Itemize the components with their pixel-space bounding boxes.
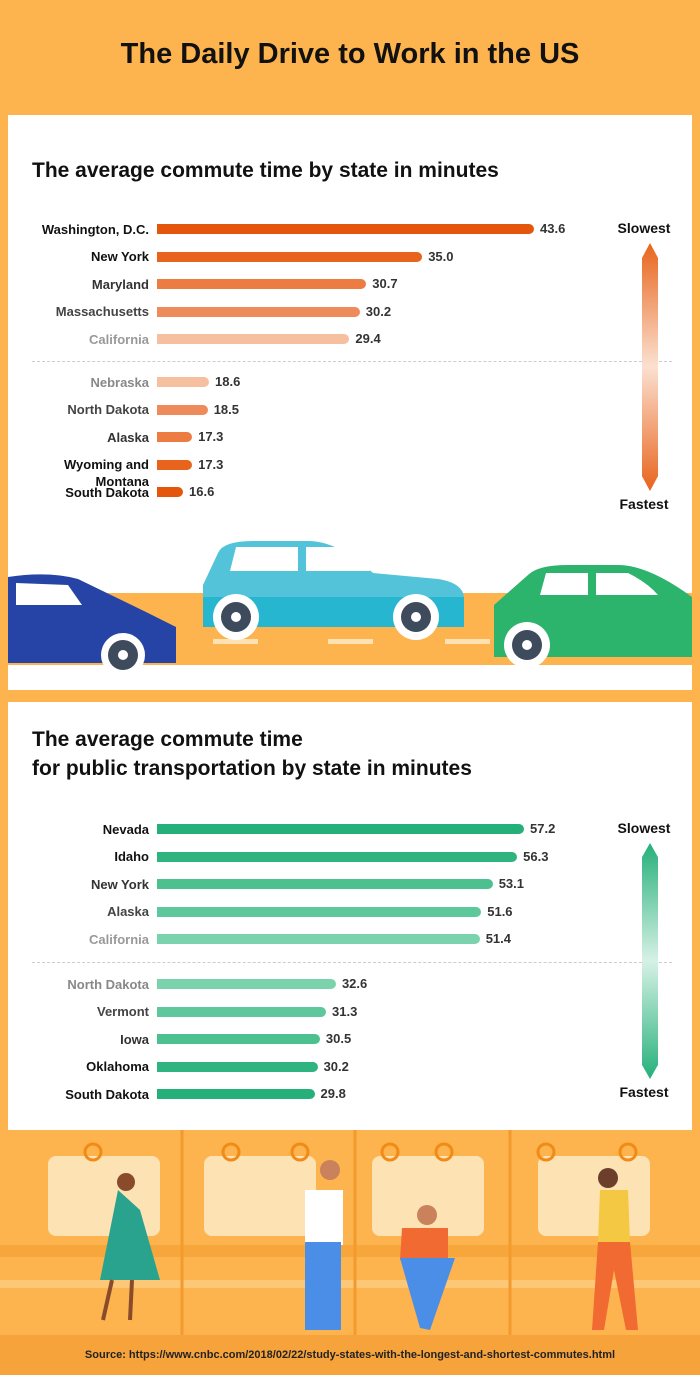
category-label: Idaho (114, 849, 149, 864)
divider (32, 961, 672, 963)
value-label: 17.3 (198, 429, 224, 444)
category-label: Wyoming and Montana (64, 457, 149, 489)
category-label: Maryland (91, 276, 149, 292)
value-label: 30.7 (372, 276, 398, 291)
value-label: 43.6 (540, 221, 566, 236)
value-label: 30.2 (365, 303, 392, 319)
train-illustration (0, 1130, 700, 1375)
value-label: 18.6 (215, 374, 241, 389)
value-label: 51.4 (485, 931, 512, 946)
bar (157, 1006, 326, 1017)
category-label: California (89, 331, 149, 347)
legend-top: Slowest (617, 820, 671, 836)
bar (157, 879, 493, 889)
bar (157, 851, 518, 862)
bar (157, 906, 482, 917)
chart-title: The average commute time by state in min… (32, 159, 499, 182)
bar (157, 487, 183, 497)
bar (157, 1089, 315, 1099)
category-label: New York (90, 876, 149, 892)
bar (157, 377, 209, 387)
main-title: The Daily Drive to Work in the US (120, 38, 580, 70)
value-label: 16.6 (189, 484, 215, 499)
category-label: New York (90, 249, 149, 264)
chart-title: The average commute time (32, 728, 303, 751)
value-label: 29.8 (320, 1086, 346, 1101)
bar (157, 279, 367, 289)
value-label: 29.4 (355, 331, 381, 346)
value-label: 57.2 (530, 821, 556, 836)
value-label: 30.2 (323, 1058, 349, 1074)
category-label: Iowa (120, 1031, 149, 1047)
legend-top: Slowest (617, 220, 671, 236)
value-label: 35.0 (428, 248, 454, 264)
value-label: 56.3 (523, 848, 549, 864)
category-label: Washington, D.C. (41, 221, 149, 237)
bar (157, 934, 480, 944)
bar (157, 824, 525, 834)
legend-scale (642, 843, 658, 1079)
value-label: 18.5 (213, 401, 239, 417)
value-label: 17.3 (198, 456, 224, 472)
divider (32, 360, 672, 362)
category-label: Alaska (107, 904, 149, 919)
bar (157, 979, 336, 989)
legend-bottom: Fastest (619, 1084, 669, 1100)
value-label: 31.3 (332, 1003, 358, 1019)
category-label: Nevada (102, 821, 149, 837)
category-label: South Dakota (65, 1086, 149, 1102)
cars-illustration (8, 541, 692, 677)
category-label: Alaska (107, 429, 149, 445)
category-label: North Dakota (67, 402, 149, 417)
category-label: Oklahoma (86, 1059, 149, 1074)
bar (157, 1034, 320, 1044)
bar (157, 306, 360, 317)
category-label: Massachusetts (55, 304, 149, 319)
value-label: 32.6 (341, 976, 368, 991)
category-label: South Dakota (65, 484, 149, 500)
category-label: California (89, 931, 149, 947)
category-label: North Dakota (67, 976, 149, 992)
category-label: Nebraska (90, 374, 149, 390)
bar (157, 404, 208, 415)
value-label: 30.5 (325, 1031, 352, 1046)
bar (157, 224, 534, 234)
value-label: 51.6 (487, 903, 513, 919)
bar (157, 459, 193, 470)
bar (157, 1061, 318, 1072)
legend-bottom: Fastest (619, 496, 669, 512)
chart-title: for public transportation by state in mi… (32, 757, 472, 780)
category-label: Vermont (96, 1004, 149, 1019)
bar (157, 334, 350, 344)
bar (157, 432, 193, 442)
legend-scale (642, 243, 658, 491)
value-label: 53.1 (498, 876, 525, 891)
source: Source: https://www.cnbc.com/2018/02/22/… (84, 1349, 616, 1361)
bar (157, 251, 423, 262)
